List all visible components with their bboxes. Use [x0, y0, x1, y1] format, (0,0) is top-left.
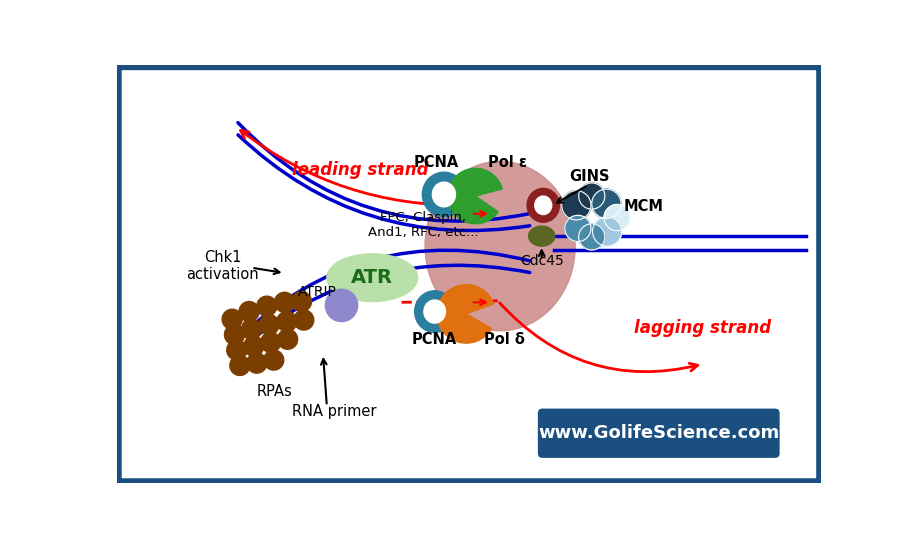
Circle shape — [277, 312, 296, 332]
Circle shape — [578, 183, 605, 209]
Text: PCNA: PCNA — [412, 332, 458, 347]
Circle shape — [243, 336, 264, 356]
Text: RNA primer: RNA primer — [292, 405, 377, 419]
Text: Cdc45: Cdc45 — [521, 254, 565, 268]
Text: Pol ε: Pol ε — [488, 155, 526, 170]
Circle shape — [562, 191, 591, 220]
Circle shape — [264, 350, 284, 370]
Circle shape — [247, 353, 267, 373]
Text: Pol δ: Pol δ — [484, 332, 525, 347]
Text: PCNA: PCNA — [414, 155, 458, 170]
Circle shape — [604, 205, 630, 231]
Circle shape — [274, 292, 295, 312]
Circle shape — [242, 319, 262, 339]
Text: leading strand: leading strand — [292, 161, 429, 179]
Ellipse shape — [529, 226, 554, 246]
Circle shape — [593, 217, 622, 246]
Ellipse shape — [433, 182, 456, 207]
Ellipse shape — [414, 291, 455, 332]
Text: ATRIP: ATRIP — [297, 285, 337, 299]
Text: Chk1
activation: Chk1 activation — [187, 250, 259, 282]
Circle shape — [257, 296, 277, 316]
Circle shape — [261, 332, 281, 352]
Text: RPAs: RPAs — [256, 384, 293, 399]
FancyBboxPatch shape — [538, 408, 780, 458]
Circle shape — [292, 292, 311, 312]
Text: MCM: MCM — [623, 199, 663, 214]
Text: lagging strand: lagging strand — [634, 319, 771, 337]
Ellipse shape — [424, 300, 446, 323]
Ellipse shape — [425, 161, 576, 331]
Circle shape — [259, 314, 279, 334]
Circle shape — [230, 356, 250, 375]
Ellipse shape — [527, 188, 559, 222]
Circle shape — [578, 224, 605, 250]
Text: FPC, Claspin,
And1, RFC, etc...: FPC, Claspin, And1, RFC, etc... — [368, 211, 479, 238]
Circle shape — [592, 189, 621, 218]
Wedge shape — [437, 285, 494, 343]
Circle shape — [294, 310, 314, 330]
Text: www.GolifeScience.com: www.GolifeScience.com — [538, 424, 780, 442]
Wedge shape — [447, 168, 502, 224]
Ellipse shape — [534, 196, 552, 214]
Circle shape — [227, 340, 247, 360]
Ellipse shape — [327, 254, 418, 301]
Circle shape — [222, 310, 242, 329]
Ellipse shape — [423, 172, 466, 217]
Circle shape — [565, 216, 591, 242]
Circle shape — [326, 289, 358, 321]
Circle shape — [239, 301, 259, 321]
Text: GINS: GINS — [569, 169, 609, 184]
Circle shape — [277, 329, 297, 349]
Circle shape — [224, 325, 244, 345]
Text: ATR: ATR — [351, 268, 393, 287]
